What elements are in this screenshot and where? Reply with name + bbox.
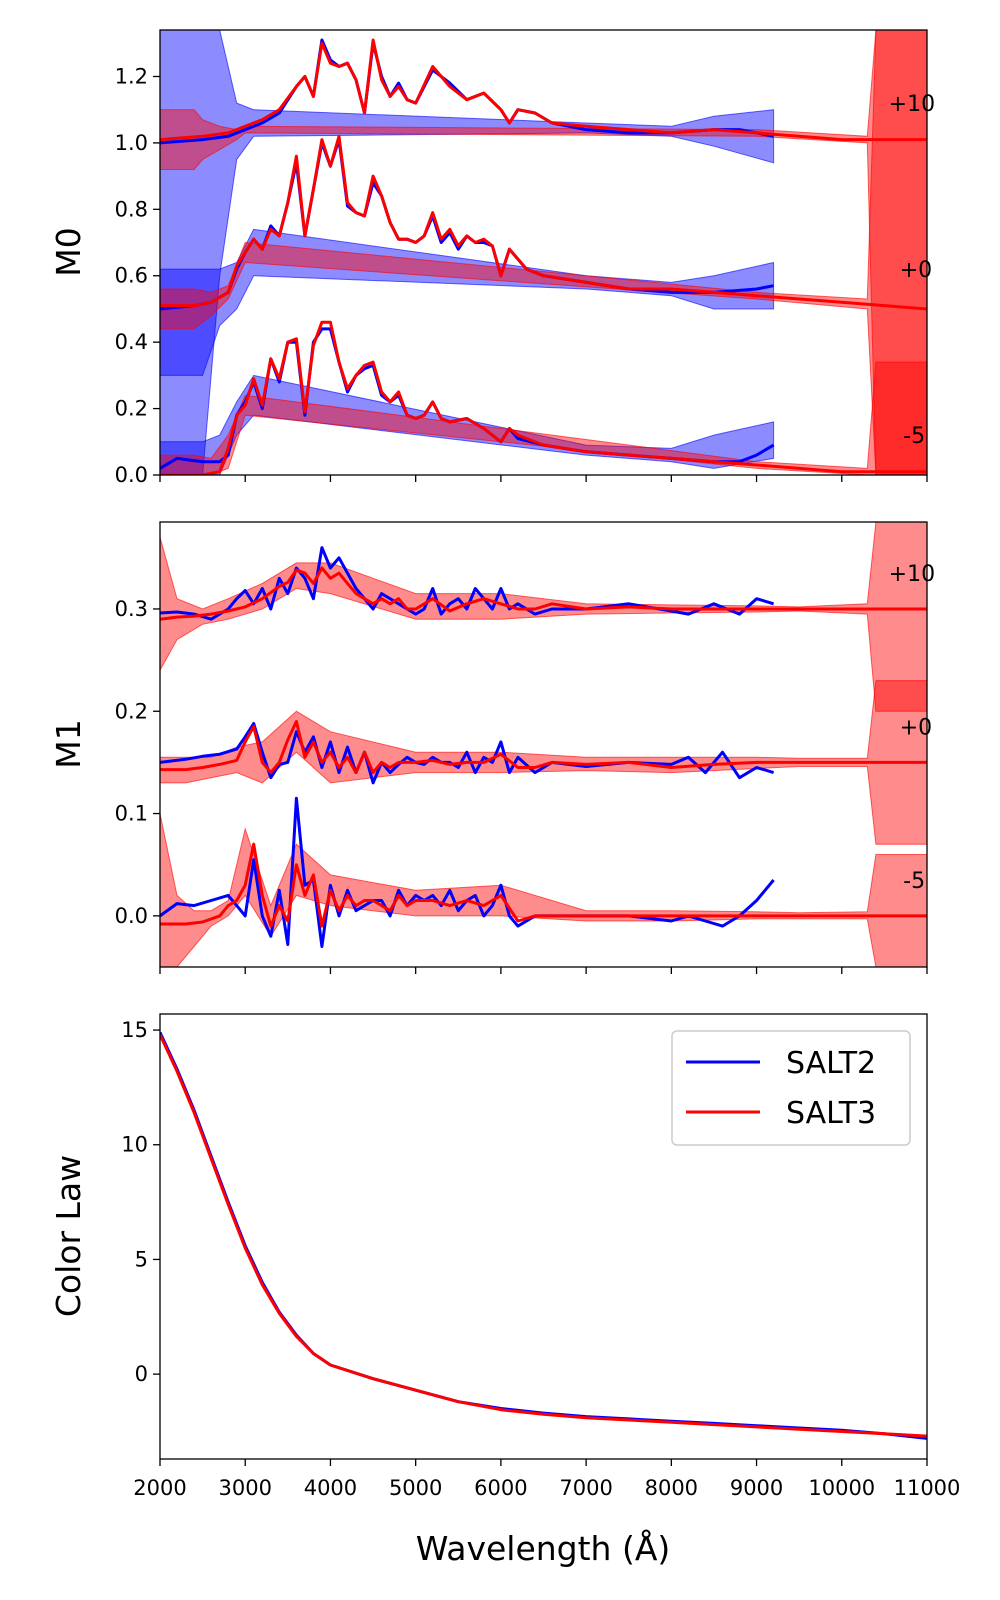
m1-ytick-label: 0.3 (115, 597, 148, 621)
m0-band-salt2-phasem5 (160, 374, 775, 475)
m0-line-salt3-phasep0 (160, 134, 927, 311)
color-law-xtick-label: 10000 (808, 1476, 875, 1500)
m1-lines (160, 546, 927, 948)
m1-plot-frame (159, 521, 928, 968)
m0-plot-frame (159, 29, 928, 476)
color-law-plot-frame (159, 1013, 928, 1460)
color-law-line-salt3 (160, 1033, 927, 1438)
m0-phase-label: +10 (889, 92, 935, 117)
m0-ytick-label: 1.0 (115, 131, 148, 155)
m1-line-salt2-phasep10 (160, 546, 775, 621)
m0-phase-label: +0 (900, 258, 932, 283)
m0-ytick-label: 1.2 (115, 64, 148, 88)
legend: SALT2 SALT3 (671, 1030, 911, 1146)
color-law-xtick-label: 5000 (389, 1476, 442, 1500)
legend-label-salt2: SALT2 (786, 1046, 876, 1081)
m0-ticks: 0.0 0.2 0.4 0.6 0.8 1.0 1.2 (115, 64, 928, 487)
m0-band-salt3-phasep0 (160, 30, 927, 475)
color-law-xtick-label: 4000 (304, 1476, 357, 1500)
m0-ytick-label: 0.6 (115, 264, 148, 288)
color-law-ytick-label: 15 (121, 1018, 148, 1042)
m1-ylabel: M1 (49, 719, 88, 768)
m1-ticks: 0.0 0.1 0.2 0.3 (115, 597, 928, 974)
m1-phase-label: +10 (889, 562, 935, 587)
m0-ytick-label: 0.8 (115, 197, 148, 221)
color-law-xtick-label: 7000 (559, 1476, 612, 1500)
m0-line-salt3-phasem5 (160, 320, 927, 475)
m1-phase-label: +0 (900, 716, 932, 741)
m0-ylabel: M0 (49, 227, 88, 276)
color-law-ylabel: Color Law (49, 1155, 88, 1317)
m0-ytick-label: 0.0 (115, 463, 148, 487)
m0-phase-labels: +10 +0 -5 (889, 92, 935, 449)
legend-box (671, 1030, 911, 1146)
m1-ytick-label: 0.1 (115, 802, 148, 826)
m1-phase-label: -5 (903, 869, 925, 894)
color-law-xlabel: Wavelength (Å) (416, 1528, 671, 1568)
color-law-xtick-label: 2000 (133, 1476, 186, 1500)
m0-ytick-label: 0.4 (115, 330, 148, 354)
m0-panel: 0.0 0.2 0.4 0.6 0.8 1.0 1.2 +10 +0 -5 M0 (49, 29, 935, 487)
legend-label-salt3: SALT3 (786, 1096, 876, 1131)
m1-band-salt3-phasep10 (160, 522, 927, 712)
color-law-ticks: 2000 3000 4000 5000 6000 7000 8000 9000 10000 110… (121, 1018, 960, 1500)
color-law-xtick-label: 8000 (645, 1476, 698, 1500)
m0-line-salt3-phasep10 (160, 38, 927, 142)
color-law-xtick-label: 9000 (730, 1476, 783, 1500)
color-law-ytick-label: 0 (135, 1362, 148, 1386)
m0-band-salt2-phasep10 (160, 30, 775, 475)
m1-band-salt3-phasep0 (160, 680, 927, 845)
m0-band-salt3-phasem5 (160, 361, 927, 475)
m0-ytick-label: 0.2 (115, 397, 148, 421)
m1-band-salt3-phasem5 (160, 813, 927, 967)
m0-band-salt2-phasep0 (160, 228, 775, 376)
m1-ytick-label: 0.2 (115, 699, 148, 723)
color-law-ytick-label: 10 (121, 1133, 148, 1157)
m1-line-salt2-phasem5 (160, 796, 775, 948)
m0-phase-label: -5 (903, 424, 925, 449)
m1-line-salt3-phasem5 (160, 842, 927, 928)
color-law-xtick-label: 6000 (474, 1476, 527, 1500)
color-law-xtick-label: 3000 (218, 1476, 271, 1500)
color-law-xtick-label: 11000 (894, 1476, 961, 1500)
m0-bands (160, 30, 927, 475)
m1-line-salt3-phasep0 (160, 720, 927, 775)
color-law-panel: 2000 3000 4000 5000 6000 7000 8000 9000 10000 110… (49, 1013, 960, 1568)
m1-line-salt2-phasep0 (160, 722, 775, 785)
m1-line-salt3-phasep10 (160, 566, 927, 621)
m1-ytick-label: 0.0 (115, 904, 148, 928)
m0-lines (160, 38, 927, 475)
color-law-ytick-label: 5 (135, 1247, 148, 1271)
color-law-lines (160, 1031, 927, 1440)
m1-phase-labels: +10 +0 -5 (889, 562, 935, 894)
m1-panel: 0.0 0.1 0.2 0.3 +10 +0 -5 M1 (49, 521, 935, 974)
